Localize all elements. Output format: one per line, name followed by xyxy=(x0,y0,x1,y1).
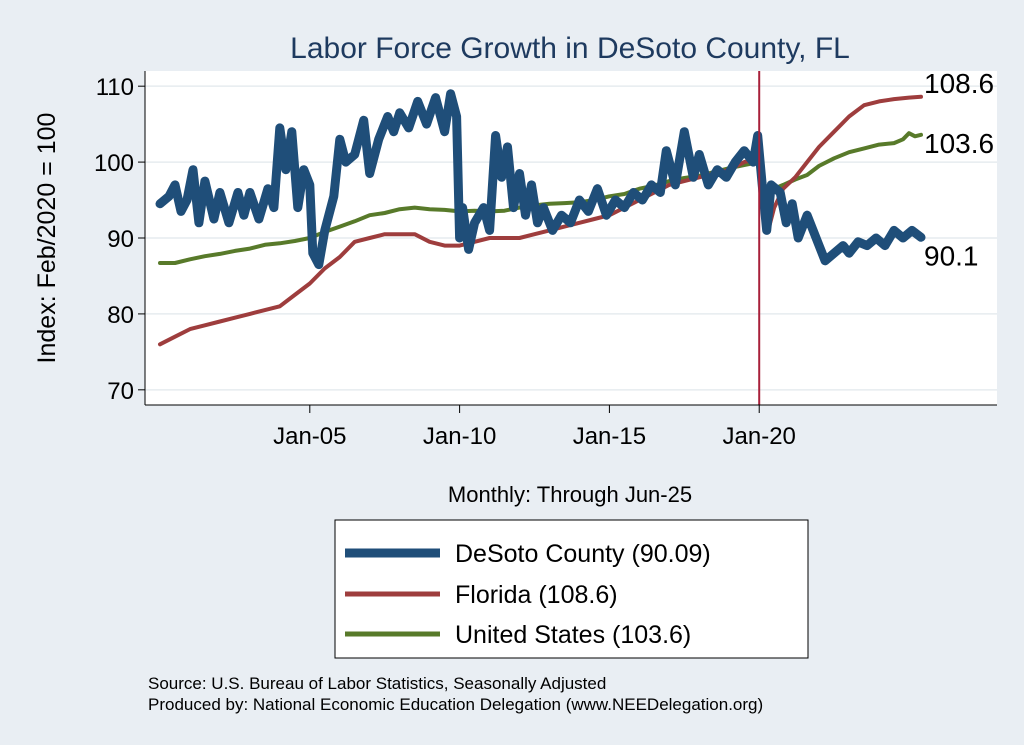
legend-entry: United States (103.6) xyxy=(455,621,691,649)
y-tick-label: 70 xyxy=(107,378,134,405)
series-end-label: 108.6 xyxy=(924,68,994,99)
series-line xyxy=(155,89,926,270)
axes: 70 80 90 100 110 Jan-05 Jan-10 Jan-15 Jan-20 xyxy=(94,71,997,450)
chart-title: Labor Force Growth in DeSoto County, FL xyxy=(290,32,850,65)
legend-entry: DeSoto County (90.09) xyxy=(455,540,711,568)
y-axis-label: Index: Feb/2020 = 100 xyxy=(33,113,61,364)
source-line-2: Produced by: National Economic Education… xyxy=(148,695,763,714)
x-tick-label: Jan-10 xyxy=(423,423,496,450)
end-labels: 90.1 108.6 103.6 xyxy=(924,68,994,272)
series-layer xyxy=(155,89,926,347)
x-tick-label: Jan-20 xyxy=(723,423,796,450)
series-end-label: 90.1 xyxy=(924,240,979,271)
source-line-1: Source: U.S. Bureau of Labor Statistics,… xyxy=(148,674,606,693)
series-line xyxy=(158,94,923,347)
x-axis-label: Monthly: Through Jun-25 xyxy=(448,482,692,507)
y-tick-label: 110 xyxy=(96,74,134,101)
y-tick-label: 80 xyxy=(107,302,134,329)
legend: DeSoto County (90.09) Florida (108.6) Unit… xyxy=(345,540,711,649)
x-tick-label: Jan-15 xyxy=(573,423,646,450)
legend-entry: Florida (108.6) xyxy=(455,581,618,609)
x-tick-label: Jan-05 xyxy=(273,423,346,450)
y-tick-label: 90 xyxy=(107,226,134,253)
series-end-label: 103.6 xyxy=(924,128,994,159)
y-tick-label: 100 xyxy=(94,150,134,177)
